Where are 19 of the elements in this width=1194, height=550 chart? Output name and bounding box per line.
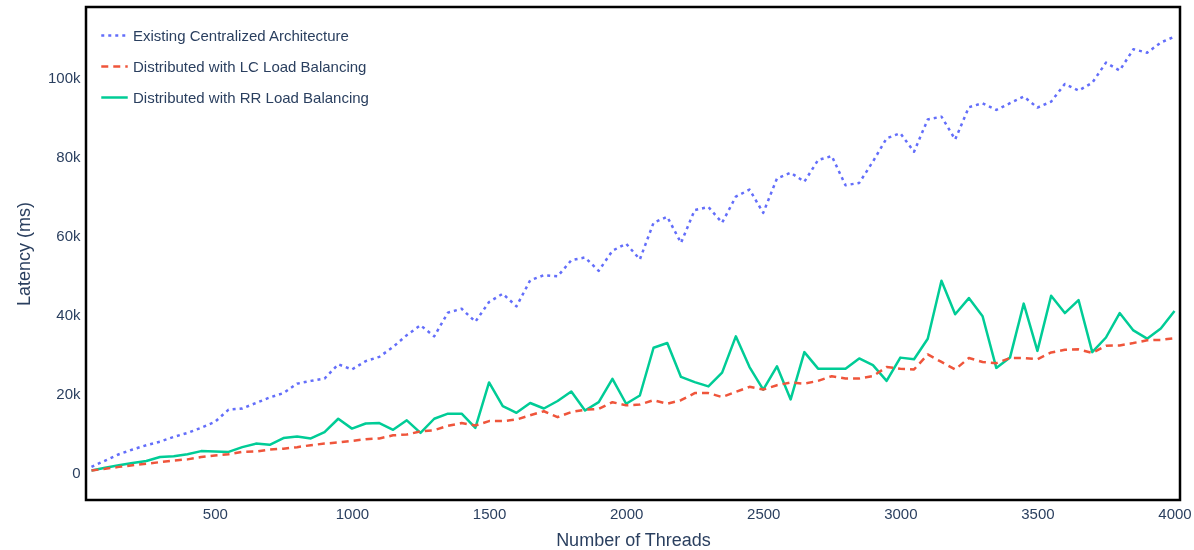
x-tick-label: 2000 xyxy=(609,504,644,522)
y-tick-label: 60k xyxy=(56,227,81,245)
x-axis-title: Number of Threads xyxy=(556,529,711,550)
legend-label: Distributed with RR Load Balancing xyxy=(133,88,369,106)
y-tick-label: 40k xyxy=(56,306,81,324)
x-tick-label: 1500 xyxy=(472,504,507,522)
legend-label: Existing Centralized Architecture xyxy=(133,26,349,44)
legend-label: Distributed with LC Load Balancing xyxy=(133,57,367,75)
y-axis-title: Latency (ms) xyxy=(13,201,34,307)
x-tick-label: 3000 xyxy=(884,504,918,522)
x-tick-label: 2500 xyxy=(747,504,781,522)
x-tick-label: 500 xyxy=(202,504,228,522)
y-tick-label: 0 xyxy=(72,463,81,481)
y-tick-label: 100k xyxy=(47,69,81,87)
x-tick-label: 1000 xyxy=(335,504,370,522)
y-tick-label: 80k xyxy=(56,148,81,166)
y-tick-label: 20k xyxy=(56,385,81,403)
x-tick-label: 4000 xyxy=(1158,504,1192,522)
x-tick-label: 3500 xyxy=(1021,504,1055,522)
